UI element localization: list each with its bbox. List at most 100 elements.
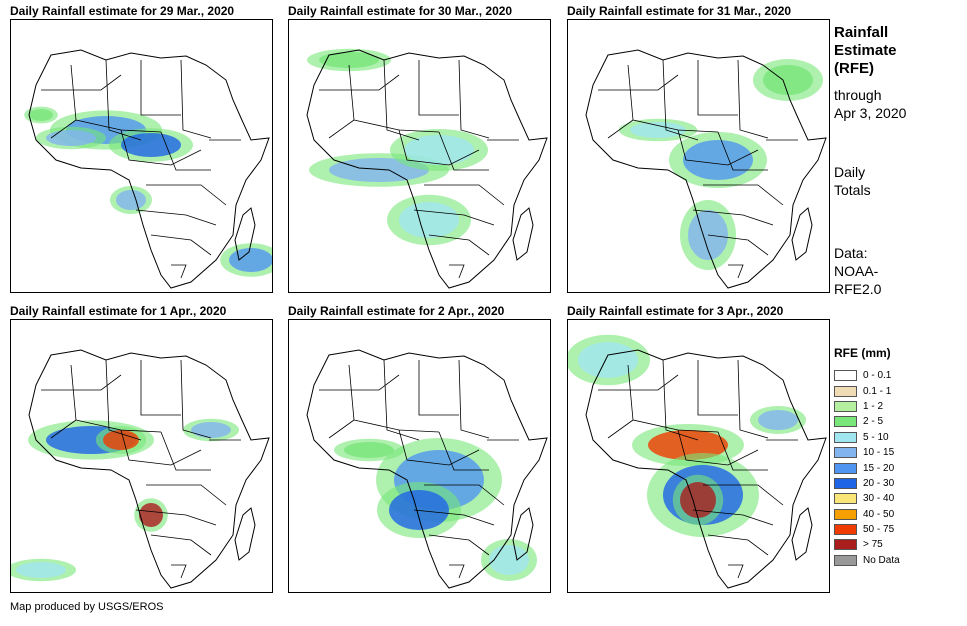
country-border [135,209,217,226]
legend-swatch [834,493,857,505]
legend-swatch [834,416,857,428]
legend-label: 2 - 5 [863,416,884,428]
rainfall-area [319,52,379,68]
legend-swatch [834,400,857,412]
legend-items: 0 - 0.1 0.1 - 1 1 - 2 2 - 5 5 - 10 10 - 15 15 … [834,368,900,568]
country-border [598,374,679,391]
legend-item: 1 - 2 [834,399,900,414]
country-border [458,59,490,139]
rainfall-area [683,140,753,180]
africa-map [585,49,827,289]
rainfall-area [229,248,272,272]
legend-item: 0 - 0.1 [834,368,900,383]
country-border [140,360,181,416]
credit-text: Map produced by USGS/EROS [10,601,164,613]
country-border [697,60,738,116]
rainfall-area [630,122,686,138]
legend-item: 20 - 30 [834,476,900,491]
country-border [180,59,212,139]
country-border [707,534,769,556]
legend-label: 15 - 20 [863,462,895,474]
legend-item: 2 - 5 [834,414,900,429]
coastline [28,349,270,589]
coastline [234,207,256,261]
rainfall-area [389,490,449,530]
africa-map [306,48,548,289]
rainfall-area [758,410,798,430]
legend: RFE (mm) 0 - 0.1 0.1 - 1 1 - 2 2 - 5 5 - 10 1… [834,346,900,568]
legend-item: 30 - 40 [834,491,900,506]
africa-map [24,49,272,289]
legend-item: > 75 [834,537,900,552]
legend-title: RFE (mm) [834,346,891,360]
legend-swatch [834,385,857,397]
legend-label: No Data [863,554,900,566]
africa-map [306,349,548,589]
country-border [728,264,744,279]
country-border [328,364,355,439]
country-border [662,59,699,141]
map-panel-1 [10,19,273,293]
rainfall-area [191,422,231,438]
rainfall-area [16,562,66,578]
legend-item: 40 - 50 [834,507,900,522]
country-border [598,74,679,91]
country-border [383,359,420,441]
coastline [306,349,548,589]
legend-label: 30 - 40 [863,493,895,505]
rainfall-area [763,65,813,95]
country-border [707,234,769,256]
legend-swatch [834,462,857,474]
coastline [234,507,256,561]
legend-label: 0.1 - 1 [863,385,892,397]
country-border [428,234,490,256]
rainfall-area [404,135,474,165]
country-border [428,534,490,556]
country-border [398,429,480,466]
country-border [146,184,227,206]
country-border [737,59,769,139]
legend-swatch [834,477,857,489]
country-border [717,431,768,471]
coastline [512,507,534,561]
panel-title-1: Daily Rainfall estimate for 29 Mar., 202… [10,4,235,18]
country-border [677,429,759,466]
country-border [438,131,489,171]
legend-swatch [834,447,857,459]
country-border [150,234,212,256]
country-border [160,431,211,471]
legend-item: No Data [834,553,900,568]
legend-item: 15 - 20 [834,460,900,475]
map-panel-3 [567,19,830,293]
country-border [728,564,744,579]
panel-title-5: Daily Rainfall estimate for 2 Apr., 2020 [288,304,505,318]
sidebar-through: through Apr 3, 2020 [834,87,907,121]
map-panel-4 [10,319,273,593]
legend-item: 10 - 15 [834,445,900,460]
country-border [449,264,465,279]
country-border [319,74,400,91]
africa-map [11,349,270,589]
rainfall-area [680,482,716,518]
panel-title-3: Daily Rainfall estimate for 31 Mar., 202… [567,4,792,18]
rainfall-area [489,545,529,575]
legend-swatch [834,431,857,443]
rainfall-area [103,430,139,450]
country-border [150,534,212,556]
legend-swatch [834,508,857,520]
legend-swatch [834,524,857,536]
panel-title-2: Daily Rainfall estimate for 30 Mar., 202… [288,4,513,18]
country-border [146,484,227,506]
country-border [418,60,459,116]
rainfall-area [399,202,459,238]
country-border [458,359,490,439]
panel-title-4: Daily Rainfall estimate for 1 Apr., 2020 [10,304,227,318]
country-border [105,59,142,141]
country-border [662,359,699,441]
country-border [692,209,774,226]
country-border [353,419,440,433]
country-border [398,129,480,166]
country-border [418,360,459,416]
legend-label: 40 - 50 [863,508,895,520]
country-border [319,374,400,391]
